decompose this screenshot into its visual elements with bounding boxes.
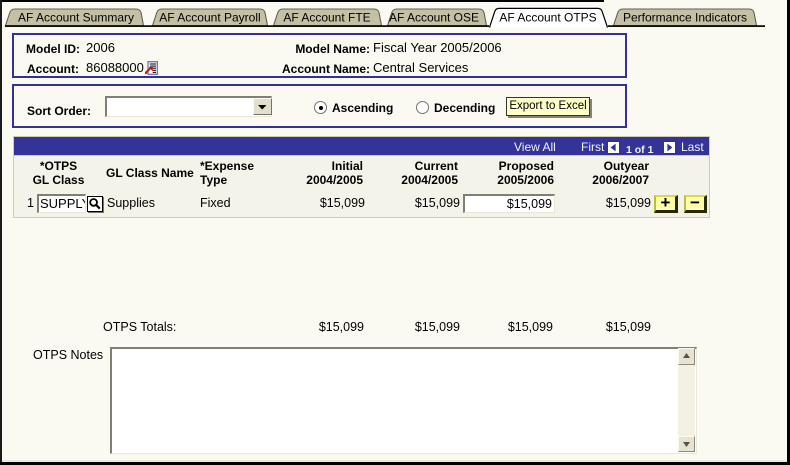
svg-text:AF Account FTE: AF Account FTE bbox=[283, 11, 370, 25]
svg-text:AF Account OSE: AF Account OSE bbox=[389, 11, 479, 25]
svg-text:AF Account Summary: AF Account Summary bbox=[18, 11, 134, 25]
svg-text:AF Account OTPS: AF Account OTPS bbox=[499, 11, 596, 25]
svg-text:AF Account Payroll: AF Account Payroll bbox=[159, 11, 260, 25]
svg-text:Performance Indicators: Performance Indicators bbox=[623, 11, 747, 25]
